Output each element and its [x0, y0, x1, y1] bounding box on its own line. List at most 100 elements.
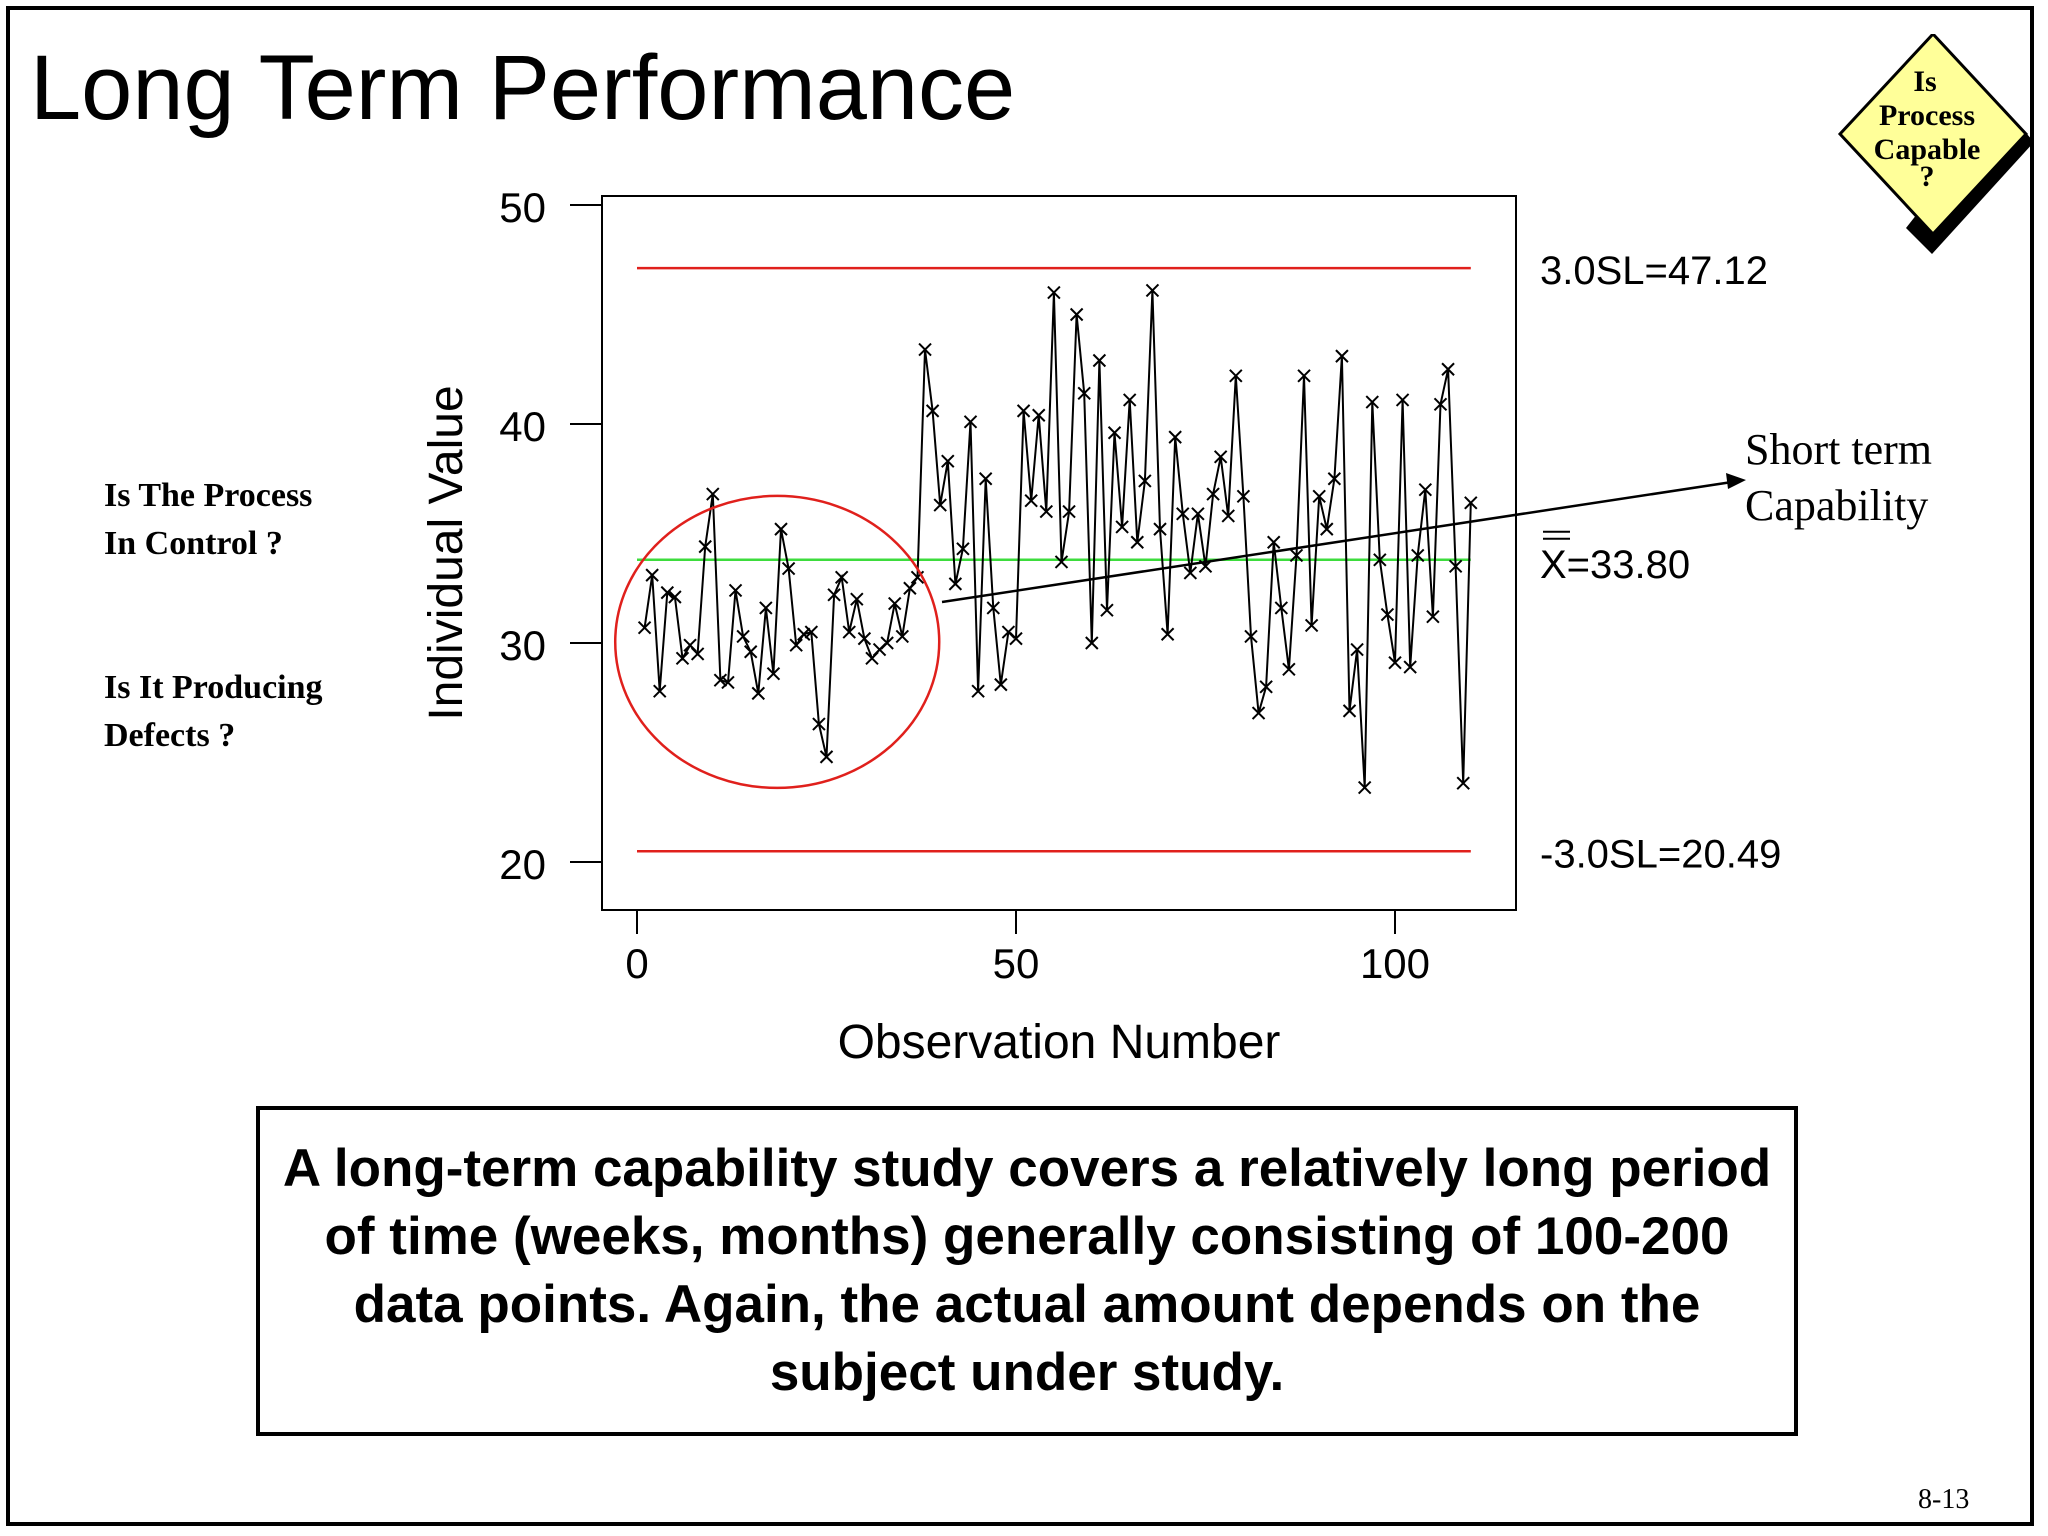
reference-lines: 3.0SL=47.12 X=33.80 -3.0SL=20.49	[637, 249, 1781, 876]
data-point-80	[1236, 489, 1251, 503]
data-point-43	[956, 542, 970, 556]
data-point-marker-b	[963, 415, 978, 429]
short-term-label-line-1: Short term	[1745, 425, 1932, 474]
data-point-22	[797, 627, 811, 641]
data-point-41	[941, 454, 955, 468]
data-point-13	[728, 583, 743, 598]
short-term-label-line-2: Capability	[1745, 481, 1928, 530]
data-point-marker-b	[1304, 618, 1319, 633]
data-point-marker-b	[1138, 474, 1152, 488]
data-point-marker-b	[759, 601, 773, 615]
data-point-marker-b	[1236, 489, 1251, 503]
data-point-marker-b	[827, 588, 841, 602]
data-point-110	[1464, 496, 1478, 510]
data-point-marker-b	[1426, 610, 1440, 624]
data-point-marker-b	[721, 675, 735, 690]
data-point-marker-b	[1039, 504, 1054, 519]
data-point-marker-b	[925, 404, 940, 418]
y-tick-label-40: 40	[499, 403, 546, 450]
data-point-marker-b	[857, 631, 872, 646]
data-point-56	[1054, 555, 1069, 569]
data-point-marker-b	[994, 677, 1008, 692]
data-point-marker-b	[713, 673, 728, 687]
data-point-marker-b	[1122, 393, 1137, 407]
data-point-20	[781, 561, 796, 576]
data-point-marker-b	[1009, 631, 1023, 646]
data-point-33	[880, 636, 894, 650]
data-point-79	[1229, 369, 1243, 383]
data-point-95	[1350, 642, 1364, 657]
data-point-marker-b	[1168, 430, 1182, 444]
data-point-90	[1312, 489, 1326, 503]
data-point-marker-b	[918, 342, 932, 357]
data-point-marker-b	[1115, 520, 1129, 534]
data-point-99	[1380, 607, 1395, 622]
data-point-marker-b	[1213, 450, 1228, 464]
data-point-29	[850, 592, 864, 606]
data-point-11	[713, 673, 728, 687]
data-point-23	[804, 625, 819, 639]
data-point-marker-b	[683, 638, 697, 652]
data-point-marker-b	[1062, 504, 1076, 519]
data-point-69	[1153, 522, 1167, 536]
data-point-marker-b	[895, 629, 910, 644]
data-point-34	[888, 596, 902, 611]
badge-line-3: Capable	[1874, 133, 1981, 166]
data-point-marker-b	[1244, 629, 1258, 644]
data-point-marker-b	[797, 627, 811, 641]
data-point-4	[660, 585, 675, 600]
data-point-105	[1426, 610, 1440, 624]
data-point-40	[933, 498, 947, 512]
data-point-84	[1267, 535, 1281, 549]
badge-line-4: ?	[1920, 160, 1935, 193]
control-chart: 20 30 40 50 0 50 100 3.0SL=47.12 X=33.80 -3.0SL=…	[420, 184, 1932, 1069]
data-point-17	[759, 601, 773, 615]
badge-line-1: Is	[1913, 65, 1936, 98]
data-point-94	[1342, 704, 1357, 718]
data-point-88	[1297, 369, 1311, 383]
data-point-25	[819, 750, 834, 764]
data-series	[637, 283, 1478, 795]
data-point-45	[971, 684, 985, 698]
data-point-marker-b	[1176, 507, 1190, 521]
data-point-marker-b	[1282, 662, 1296, 676]
data-point-24	[812, 717, 826, 731]
data-point-64	[1115, 520, 1129, 534]
data-point-marker-b	[1024, 493, 1038, 508]
data-point-marker-b	[1183, 566, 1198, 580]
data-point-91	[1320, 522, 1334, 536]
note-box: A long-term capability study covers a re…	[256, 1106, 1798, 1436]
data-point-68	[1145, 283, 1160, 298]
slide-title: Long Term Performance	[30, 37, 1016, 139]
data-point-marker-b	[1016, 404, 1031, 418]
data-point-78	[1221, 509, 1235, 523]
data-point-81	[1244, 629, 1258, 644]
data-point-2	[645, 568, 659, 582]
data-point-marker-b	[812, 717, 826, 731]
data-point-21	[789, 638, 803, 652]
data-point-marker-b	[956, 542, 970, 556]
data-point-77	[1213, 450, 1228, 464]
y-tick-label-20: 20	[499, 841, 546, 888]
data-point-28	[842, 625, 856, 639]
lower_limit-label: -3.0SL=20.49	[1540, 832, 1781, 876]
center-label: X=33.80	[1540, 543, 1690, 587]
data-point-marker-b	[1335, 349, 1349, 363]
data-point-marker-b	[1274, 601, 1289, 615]
data-point-marker-b	[1418, 482, 1433, 497]
data-point-marker-b	[1388, 656, 1402, 670]
data-point-71	[1168, 430, 1182, 444]
data-point-marker-b	[1411, 548, 1425, 563]
data-point-65	[1122, 393, 1137, 407]
data-point-76	[1206, 487, 1220, 501]
data-point-marker-b	[850, 592, 864, 606]
data-point-93	[1335, 349, 1349, 363]
x-tick-label-0: 0	[625, 940, 648, 987]
data-point-marker-b	[1153, 522, 1167, 536]
data-point-15	[743, 645, 758, 659]
data-point-5	[668, 590, 682, 604]
page-number: 8-13	[1918, 1484, 1970, 1515]
data-point-marker-b	[1032, 408, 1046, 422]
data-point-marker-b	[675, 651, 690, 666]
data-point-108	[1448, 559, 1463, 574]
